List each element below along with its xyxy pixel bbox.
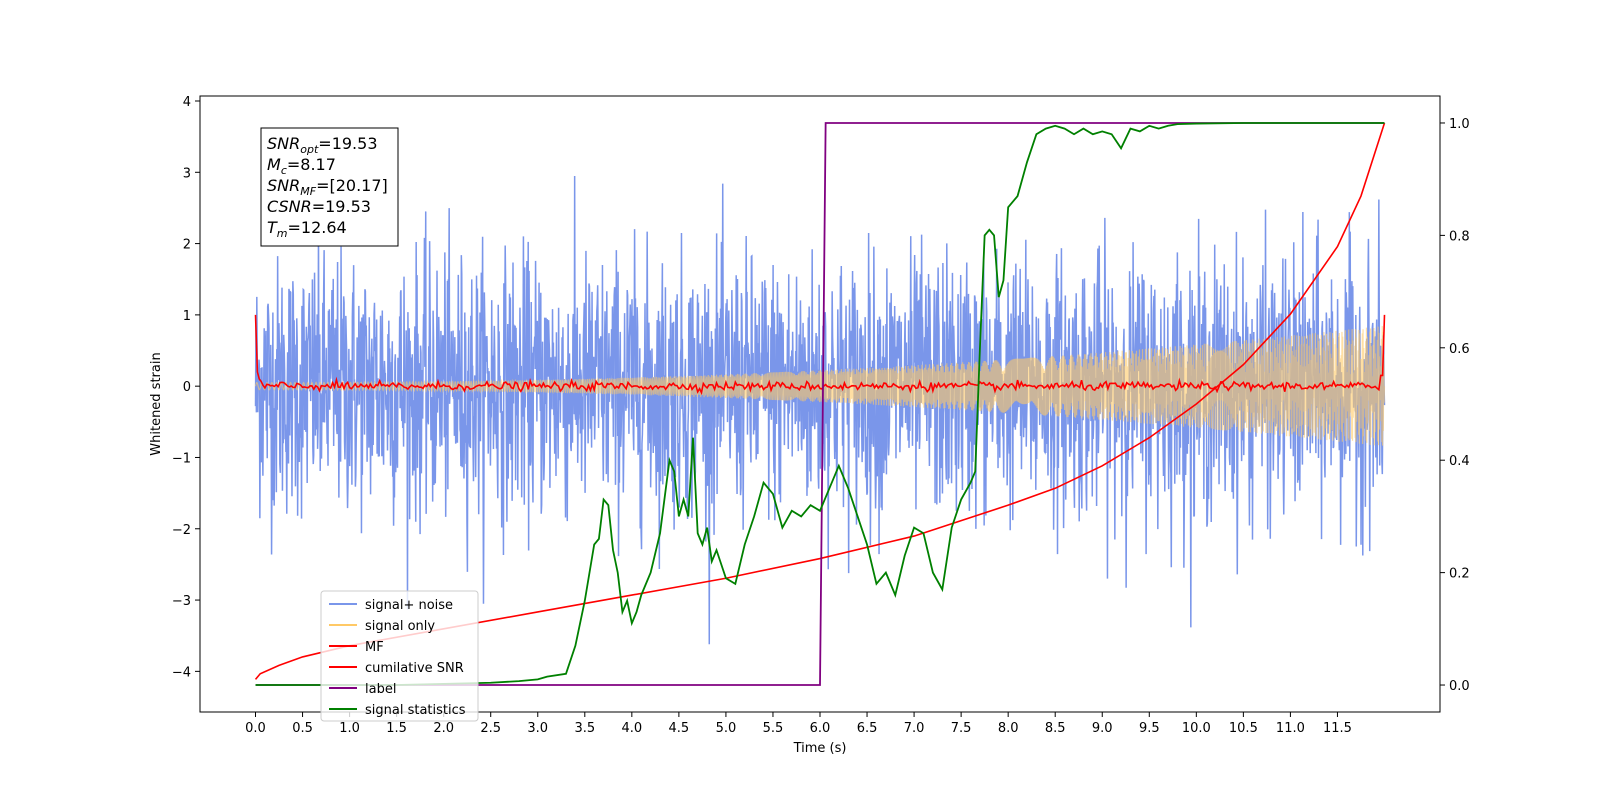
info-csnr: CSNR=19.53 xyxy=(267,197,371,216)
x-tick-label: 3.5 xyxy=(574,721,595,736)
series-mf xyxy=(254,314,1386,396)
y-right-tick-label: 0.8 xyxy=(1449,229,1470,244)
info-tm: Tm=12.64 xyxy=(267,218,347,240)
legend-frame xyxy=(320,590,479,722)
x-tick-label: 4.0 xyxy=(621,721,642,736)
x-tick-label: 11.5 xyxy=(1323,721,1352,736)
y-left-tick-label: −2 xyxy=(172,523,191,538)
x-tick-label: 0.5 xyxy=(292,721,313,736)
legend-entry-signal-noise: signal+ noise xyxy=(329,598,453,613)
info-mc: Mc=8.17 xyxy=(267,155,336,177)
x-tick-label: 1.0 xyxy=(339,721,360,736)
x-tick-label: 3.0 xyxy=(527,721,548,736)
y-right-tick-label: 0.0 xyxy=(1449,679,1470,694)
y-right-tick-label: 0.6 xyxy=(1449,342,1470,357)
y-left-tick-label: 0 xyxy=(183,380,191,395)
x-axis-label: Time (s) xyxy=(793,741,847,756)
legend-entry-mf: MF xyxy=(329,640,384,655)
info-snr-opt: SNRopt=19.53 xyxy=(267,134,378,156)
legend-label-signal-statistics: signal statistics xyxy=(365,703,466,718)
legend: signal+ noise signal only MF cumilative … xyxy=(320,590,479,722)
legend-entry-label: label xyxy=(329,682,396,697)
legend-entry-signal-only: signal only xyxy=(329,619,435,634)
x-tick-label: 9.5 xyxy=(1139,721,1160,736)
info-box-frame xyxy=(260,127,399,247)
legend-label-label: label xyxy=(365,682,396,697)
legend-label-signal-noise: signal+ noise xyxy=(365,598,453,613)
x-tick-label: 1.5 xyxy=(386,721,407,736)
x-tick-label: 6.5 xyxy=(857,721,878,736)
x-tick-label: 10.5 xyxy=(1229,721,1258,736)
info-snr-mf: SNRMF=[20.17] xyxy=(267,176,388,198)
legend-label-cumulative-snr: cumilative SNR xyxy=(365,661,464,676)
legend-entry-signal-statistics: signal statistics xyxy=(329,703,466,718)
y-left-tick-label: −1 xyxy=(172,451,191,466)
legend-label-mf: MF xyxy=(365,640,384,655)
series-signal-statistics xyxy=(255,122,1385,686)
legend-entry-cumulative-snr: cumilative SNR xyxy=(329,661,464,676)
series-label xyxy=(255,122,1385,686)
series-signal-only xyxy=(254,326,1386,446)
x-tick-label: 8.0 xyxy=(998,721,1019,736)
x-tick-label: 5.5 xyxy=(763,721,784,736)
x-tick-label: 7.0 xyxy=(904,721,925,736)
x-tick-label: 4.5 xyxy=(669,721,690,736)
x-tick-label: 10.0 xyxy=(1182,721,1211,736)
x-tick-label: 2.5 xyxy=(480,721,501,736)
x-axis: 0.0 0.5 1.0 1.5 2.0 2.5 3.0 3.5 4.0 4.5 5.0 5.5 6.0 6… xyxy=(245,712,1352,736)
y-left-tick-label: 2 xyxy=(183,238,191,253)
y-right-axis: 0.0 0.2 0.4 0.6 0.8 1.0 xyxy=(1440,117,1470,694)
info-box: SNRopt=19.53 Mc=8.17 SNRMF=[20.17] CSNR=… xyxy=(260,127,399,247)
plot-area xyxy=(254,122,1386,686)
y-left-tick-label: −4 xyxy=(172,665,191,680)
y-right-tick-label: 0.2 xyxy=(1449,567,1470,582)
x-tick-label: 2.0 xyxy=(433,721,454,736)
y-left-tick-label: 4 xyxy=(183,95,191,110)
series-cumulative-snr xyxy=(254,122,1386,680)
y-left-tick-label: 1 xyxy=(183,309,191,324)
x-tick-label: 0.0 xyxy=(245,721,266,736)
y-right-tick-label: 0.4 xyxy=(1449,454,1470,469)
y-left-axis: −4 −3 −2 −1 0 1 2 3 4 xyxy=(172,95,200,680)
y-left-tick-label: −3 xyxy=(172,594,191,609)
x-tick-label: 6.0 xyxy=(810,721,831,736)
x-tick-label: 8.5 xyxy=(1045,721,1066,736)
x-tick-label: 11.0 xyxy=(1276,721,1305,736)
legend-label-signal-only: signal only xyxy=(365,619,435,634)
y-right-tick-label: 1.0 xyxy=(1449,117,1470,132)
x-tick-label: 5.0 xyxy=(716,721,737,736)
y-left-tick-label: 3 xyxy=(183,166,191,181)
x-tick-label: 7.5 xyxy=(951,721,972,736)
x-tick-label: 9.0 xyxy=(1092,721,1113,736)
y-axis-label: Whitened strain xyxy=(149,352,164,455)
